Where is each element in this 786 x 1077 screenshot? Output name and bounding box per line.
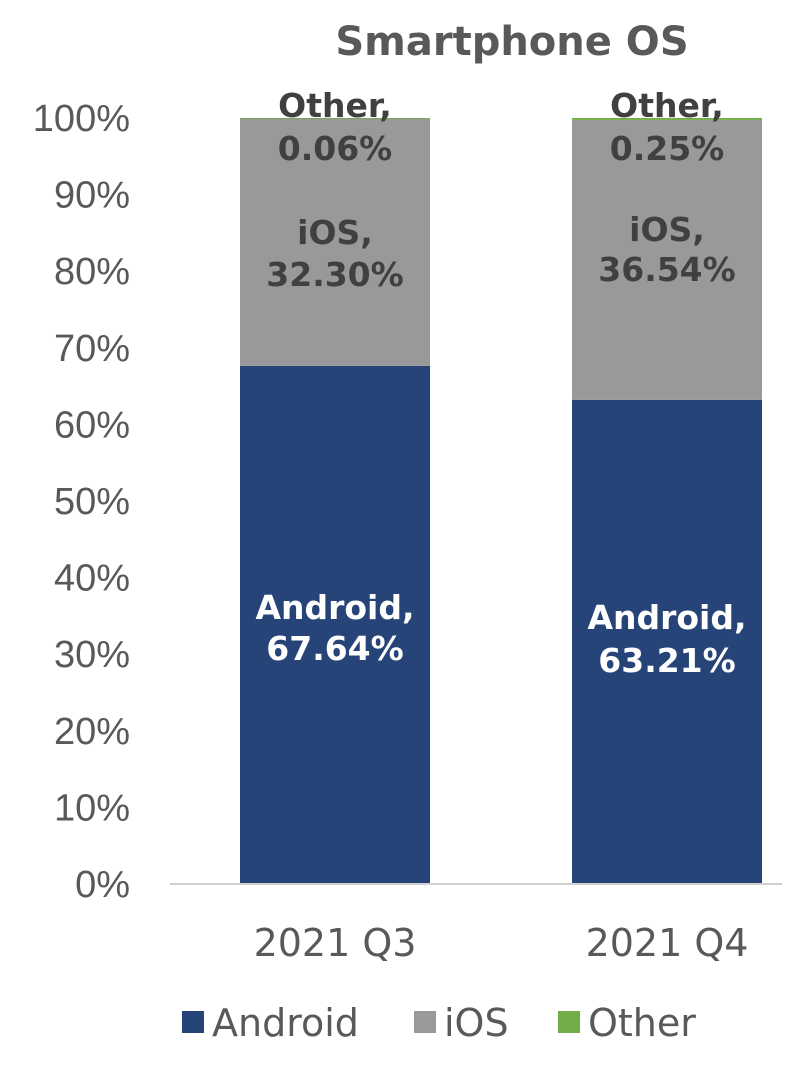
data-label-name: iOS, [629, 210, 705, 249]
y-tick-label: 60% [54, 404, 130, 446]
y-tick-label: 0% [75, 864, 130, 906]
bar-segment-other [572, 118, 762, 120]
data-label-value: 63.21% [598, 641, 735, 680]
data-label-value: 0.06% [278, 129, 393, 168]
y-tick-label: 10% [54, 787, 130, 829]
bar-segment-other [240, 118, 430, 119]
legend: Android iOS Other [182, 1001, 696, 1045]
bar-segment-ios [572, 119, 762, 400]
bar-segment-android [240, 365, 430, 885]
y-tick-label: 50% [54, 481, 130, 523]
data-label-value: 67.64% [266, 629, 403, 668]
y-tick-label: 30% [54, 634, 130, 676]
legend-label-android: Android [212, 1001, 359, 1045]
legend-label-other: Other [588, 1001, 696, 1045]
y-axis: 0% 10% 20% 30% 40% 50% 60% 70% 80% 90% 100% [33, 98, 130, 906]
data-label-name: iOS, [297, 213, 373, 252]
data-label-value: 36.54% [598, 250, 735, 289]
data-label-name: Other, [278, 86, 392, 125]
data-label-value: 0.25% [610, 129, 725, 168]
bar-segment-ios [240, 118, 430, 366]
y-tick-label: 80% [54, 251, 130, 293]
y-tick-label: 20% [54, 711, 130, 753]
y-tick-label: 100% [33, 98, 130, 140]
bars [240, 118, 762, 885]
legend-swatch-other [558, 1011, 580, 1033]
y-tick-label: 90% [54, 175, 130, 217]
legend-swatch-android [182, 1011, 204, 1033]
data-label-name: Android, [255, 588, 414, 627]
data-label-name: Other, [610, 86, 724, 125]
legend-swatch-ios [414, 1011, 436, 1033]
x-tick-label: 2021 Q4 [586, 921, 749, 965]
x-axis: 2021 Q3 2021 Q4 [254, 921, 749, 965]
chart-title: Smartphone OS [335, 19, 688, 65]
legend-label-ios: iOS [444, 1001, 509, 1045]
y-tick-label: 70% [54, 328, 130, 370]
x-tick-label: 2021 Q3 [254, 921, 417, 965]
data-label-value: 32.30% [266, 255, 403, 294]
data-label-name: Android, [587, 598, 746, 637]
data-labels: Android,67.64%iOS,32.30%Other,0.06%Andro… [255, 86, 746, 680]
y-tick-label: 40% [54, 558, 130, 600]
bar-segment-android [572, 399, 762, 884]
